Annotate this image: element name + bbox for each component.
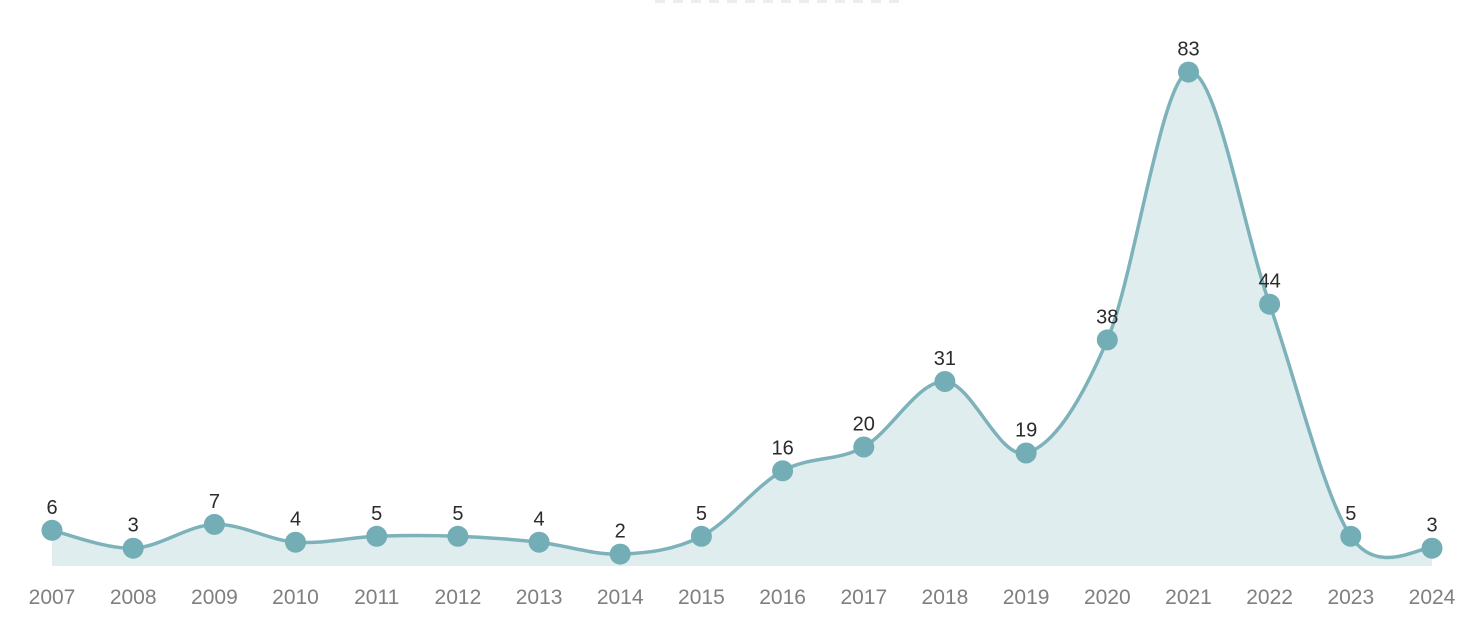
x-axis-label: 2015 <box>678 586 725 609</box>
data-point-label: 19 <box>1015 420 1037 442</box>
data-point-marker[interactable] <box>203 513 225 535</box>
data-point-marker[interactable] <box>528 531 550 553</box>
data-point-marker[interactable] <box>1421 537 1443 559</box>
data-point-label: 3 <box>128 515 139 537</box>
x-axis-label: 2021 <box>1165 586 1212 609</box>
data-point-marker[interactable] <box>122 537 144 559</box>
x-axis-label: 2009 <box>191 586 238 609</box>
data-point-marker[interactable] <box>447 525 469 547</box>
data-point-label: 44 <box>1258 271 1280 293</box>
x-axis-label: 2010 <box>272 586 319 609</box>
x-axis-label: 2007 <box>29 586 76 609</box>
data-point-label: 5 <box>1345 503 1356 525</box>
x-axis-label: 2011 <box>354 586 399 609</box>
data-point-label: 20 <box>853 414 875 436</box>
x-axis-label: 2008 <box>110 586 157 609</box>
data-point-label: 16 <box>771 437 793 459</box>
data-point-label: 5 <box>371 503 382 525</box>
x-axis-label: 2014 <box>597 586 644 609</box>
x-axis-label: 2018 <box>922 586 969 609</box>
data-point-label: 5 <box>452 503 463 525</box>
data-point-marker[interactable] <box>1096 329 1118 351</box>
data-point-marker[interactable] <box>366 525 388 547</box>
data-point-label: 7 <box>209 491 220 513</box>
data-point-label: 2 <box>615 521 626 543</box>
data-point-label: 6 <box>46 497 57 519</box>
data-point-marker[interactable] <box>1340 525 1362 547</box>
x-axis-label: 2012 <box>435 586 482 609</box>
cropped-title-remnant <box>655 0 905 3</box>
x-axis-label: 2017 <box>840 586 887 609</box>
x-axis-label: 2023 <box>1327 586 1374 609</box>
data-point-label: 31 <box>934 348 956 370</box>
data-point-label: 5 <box>696 503 707 525</box>
x-axis-label: 2022 <box>1246 586 1293 609</box>
data-point-label: 4 <box>290 509 301 531</box>
data-point-marker[interactable] <box>934 371 956 392</box>
x-axis-label: 2020 <box>1084 586 1131 609</box>
data-point-marker[interactable] <box>1178 61 1199 83</box>
data-point-marker[interactable] <box>609 543 631 565</box>
data-point-label: 83 <box>1177 39 1199 61</box>
data-point-marker[interactable] <box>285 531 306 553</box>
data-point-marker[interactable] <box>41 519 63 541</box>
data-point-label: 3 <box>1426 515 1437 537</box>
data-point-marker[interactable] <box>853 436 875 458</box>
data-point-label: 4 <box>534 509 545 531</box>
x-axis-label: 2013 <box>516 586 563 609</box>
data-point-label: 38 <box>1096 306 1118 328</box>
data-point-marker[interactable] <box>1015 442 1037 464</box>
trend-line <box>50 70 1434 560</box>
x-axis-label: 2019 <box>1003 586 1050 609</box>
data-point-marker[interactable] <box>690 525 712 547</box>
area-fill <box>52 71 1432 566</box>
data-point-marker[interactable] <box>772 460 794 482</box>
x-axis-label: 2016 <box>759 586 806 609</box>
data-point-marker[interactable] <box>1259 293 1281 315</box>
x-axis-label: 2024 <box>1409 586 1456 609</box>
